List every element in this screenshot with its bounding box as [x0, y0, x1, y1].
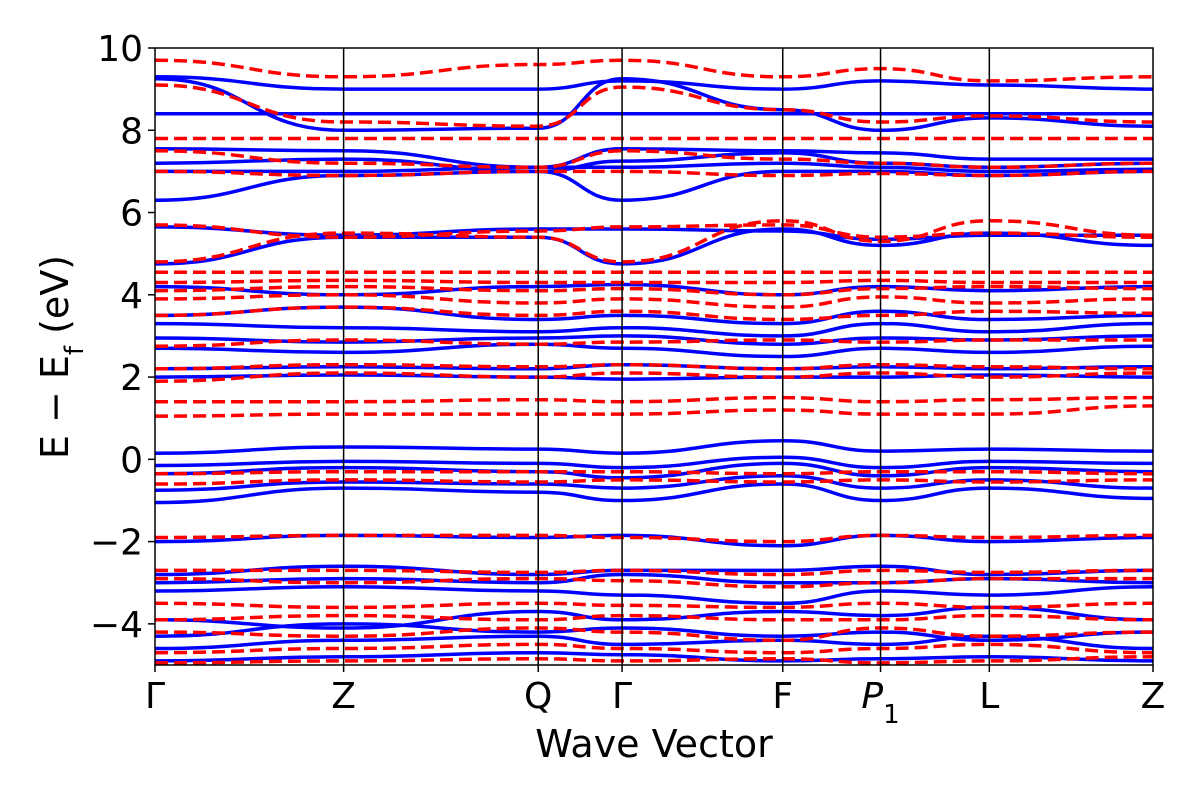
- band-line-dashed: [155, 149, 1153, 170]
- band-line-solid: [155, 321, 1153, 338]
- band-line-dashed: [155, 278, 1153, 285]
- kpoint-label-main: L: [979, 676, 999, 717]
- x-axis-title: Wave Vector: [535, 722, 773, 766]
- kpoint-label: F: [772, 676, 793, 717]
- band-line-dashed: [155, 362, 1153, 371]
- y-axis-ticks: 10 8 6 4 2 0 −2 −4: [90, 29, 155, 646]
- band-line-solid: [155, 634, 1153, 651]
- y-tick-label: 4: [120, 276, 143, 317]
- band-line-dashed: [155, 284, 1153, 297]
- kpoint-label: P1: [861, 676, 899, 730]
- y-tick-label: 2: [120, 358, 143, 399]
- band-line-dashed: [155, 395, 1153, 404]
- band-line-dashed: [155, 83, 1153, 128]
- kpoint-label: Γ: [145, 676, 165, 717]
- kpoint-label-main: Q: [524, 676, 552, 717]
- band-line-dashed: [155, 371, 1153, 383]
- band-line-solid: [155, 373, 1153, 381]
- x-axis-ticks: Γ Z Q Γ F P1 L Z: [145, 665, 1165, 730]
- kpoint-label-subscript: 1: [883, 700, 900, 730]
- y-axis-title-unit: (eV): [33, 255, 77, 346]
- y-tick-label: 10: [97, 29, 143, 70]
- kpoint-label-main: Z: [331, 676, 356, 717]
- band-line-dashed: [155, 533, 1153, 544]
- band-line-dashed: [155, 626, 1153, 643]
- band-line-dashed: [155, 642, 1153, 655]
- y-tick-label: 8: [120, 111, 143, 152]
- kpoint-label: Z: [1141, 676, 1166, 717]
- y-axis-title-main: E − E: [33, 355, 77, 459]
- band-line-dashed: [155, 404, 1153, 418]
- bands-layer: [155, 58, 1153, 665]
- band-line-dashed: [155, 478, 1153, 486]
- y-tick-label: 0: [120, 440, 143, 481]
- band-line-dashed: [155, 601, 1153, 610]
- y-tick-label: −2: [90, 523, 143, 564]
- kpoint-label: Γ: [612, 676, 632, 717]
- kpoint-label-main: P: [861, 676, 883, 717]
- band-line-solid: [155, 585, 1153, 606]
- band-line-dashed: [155, 568, 1153, 577]
- band-line-solid: [155, 305, 1153, 326]
- band-line-dashed: [155, 58, 1153, 83]
- kpoint-label-main: Γ: [145, 676, 165, 717]
- y-tick-label: 6: [120, 194, 143, 235]
- kpoint-label-main: F: [772, 676, 793, 717]
- band-line-solid: [155, 342, 1153, 359]
- plot-frame: [154, 47, 1154, 666]
- band-line-dashed: [155, 469, 1153, 476]
- y-axis-title: E − Ef (eV): [33, 255, 90, 459]
- kpoint-label-main: Γ: [612, 676, 632, 717]
- kpoint-label: Z: [331, 676, 356, 717]
- band-line-solid: [155, 439, 1153, 455]
- kpoint-label: Q: [524, 676, 552, 717]
- kpoint-label: L: [979, 676, 999, 717]
- y-tick-label: −4: [90, 605, 143, 646]
- band-line-dashed: [155, 223, 1153, 239]
- y-axis-title-subscript: f: [60, 345, 90, 355]
- band-line-dashed: [155, 305, 1153, 322]
- kpath-lines: [342, 48, 991, 665]
- band-line-dashed: [155, 576, 1153, 589]
- band-line-dashed: [155, 655, 1153, 665]
- kpoint-label-main: Z: [1141, 676, 1166, 717]
- band-line-dashed: [155, 338, 1153, 348]
- band-line-dashed: [155, 293, 1153, 309]
- band-line-dashed: [155, 613, 1153, 622]
- band-line-dashed: [155, 169, 1153, 178]
